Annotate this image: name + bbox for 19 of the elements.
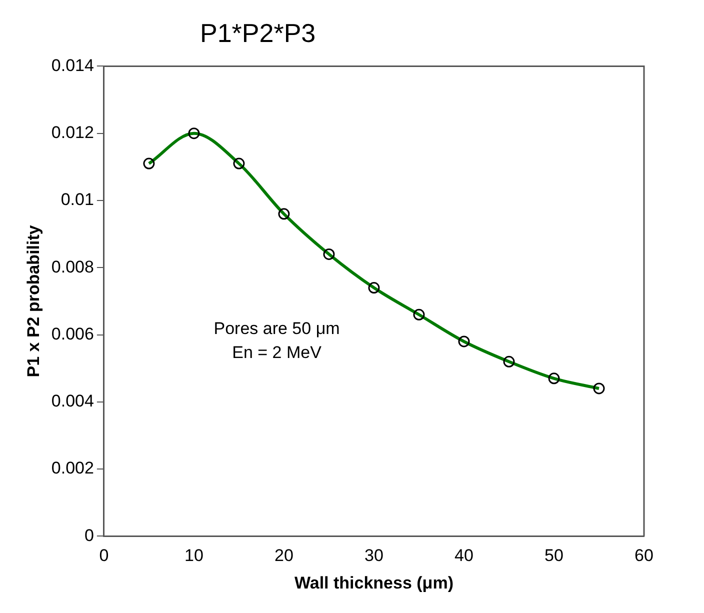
x-tick-label: 60 [634,546,654,566]
y-tick-label: 0.006 [51,324,94,344]
y-tick-label: 0.01 [60,190,94,210]
x-tick-label: 40 [454,546,474,566]
y-tick-label: 0.002 [51,458,94,478]
y-tick-label: 0.014 [51,56,94,75]
x-tick-label: 30 [364,546,384,566]
y-axis-title: P1 x P2 probability [24,224,43,378]
x-tick-label: 10 [184,546,204,566]
x-tick-label: 50 [544,546,564,566]
chart-title: P1*P2*P3 [200,18,316,49]
x-tick-label: 20 [274,546,294,566]
y-tick-label: 0.012 [51,123,94,142]
x-tick-label: 0 [99,546,109,566]
y-tick-label: 0.004 [51,392,94,411]
y-tick-label: 0 [84,526,94,545]
y-tick-label: 0.008 [51,257,94,276]
annotation: Pores are 50 μm En = 2 MeV [214,319,340,362]
x-axis-title: Wall thickness (μm) [294,573,454,592]
